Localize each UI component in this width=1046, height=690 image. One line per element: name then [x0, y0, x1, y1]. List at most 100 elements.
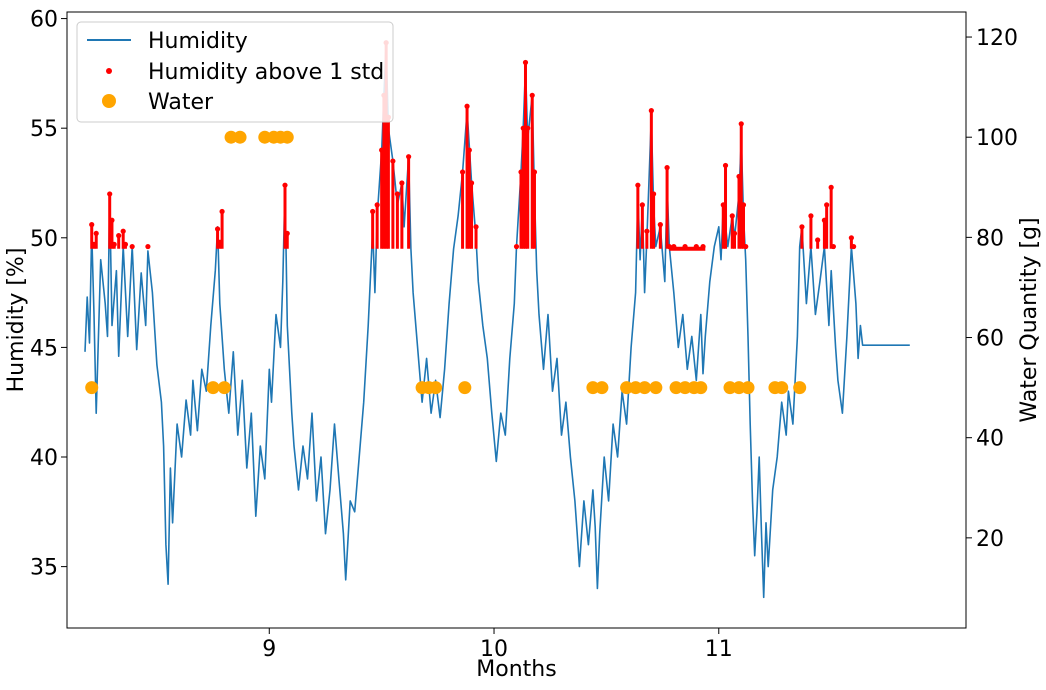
- y-right-tick-label: 20: [976, 527, 1004, 552]
- water-point: [85, 381, 99, 395]
- above-std-point: [109, 217, 115, 223]
- water-point: [458, 381, 472, 395]
- y-axis-right-title: Water Quantity [g]: [1017, 217, 1042, 422]
- water-point: [723, 381, 737, 395]
- above-std-point: [473, 224, 479, 230]
- y-left-tick-label: 40: [30, 446, 58, 471]
- above-std-point: [815, 237, 821, 243]
- above-std-point: [116, 233, 122, 239]
- above-std-point: [468, 180, 475, 186]
- y-left-tick-label: 35: [30, 556, 58, 581]
- legend-label-humidity: Humidity: [148, 29, 248, 54]
- above-std-point: [399, 180, 405, 186]
- above-std-point: [650, 191, 657, 197]
- above-std-point: [284, 230, 290, 237]
- above-std-point: [406, 154, 412, 160]
- above-std-point: [824, 202, 830, 208]
- above-std-point: [657, 222, 663, 228]
- x-tick-label: 9: [262, 637, 276, 662]
- water-point: [732, 381, 746, 395]
- humidity-line: [84, 44, 910, 599]
- above-std-point: [731, 230, 738, 237]
- above-std-point: [214, 226, 221, 232]
- plot-frame: [66, 11, 967, 629]
- y-right-tick-label: 120: [976, 26, 1018, 51]
- above-std-point: [644, 228, 650, 234]
- above-std-point: [664, 165, 670, 171]
- plot-layer: [84, 40, 910, 599]
- water-point: [793, 381, 807, 395]
- above-std-point: [89, 222, 95, 228]
- water-point: [678, 381, 692, 395]
- above-std-point: [129, 243, 135, 250]
- above-std-point: [145, 243, 151, 250]
- legend-box: [76, 21, 394, 123]
- water-point: [629, 381, 643, 395]
- above-std-point: [525, 125, 531, 131]
- above-std-point: [466, 147, 472, 153]
- above-std-point: [93, 230, 99, 237]
- water-point: [741, 381, 755, 395]
- above-std-point: [639, 202, 645, 208]
- above-std-point: [740, 202, 747, 208]
- above-std-point: [219, 208, 225, 215]
- legend: Humidity Humidity above 1 std Water: [76, 21, 394, 123]
- water-point: [224, 130, 238, 144]
- above-std-point: [851, 243, 857, 250]
- water-point: [649, 381, 663, 395]
- y-left-tick-label: 60: [30, 8, 58, 33]
- water-point: [429, 381, 443, 395]
- x-axis-title: Months: [476, 657, 556, 682]
- above-std-point: [799, 224, 805, 230]
- water-point: [258, 130, 272, 144]
- y-left-tick-label: 55: [30, 117, 58, 142]
- water-point: [669, 381, 683, 395]
- above-std-point: [374, 202, 380, 208]
- water-point: [586, 381, 600, 395]
- above-std-point: [848, 235, 854, 241]
- above-std-point: [282, 182, 288, 188]
- above-std-point: [830, 243, 836, 250]
- y-left-tick-label: 45: [30, 336, 58, 361]
- y-right-tick-label: 80: [976, 226, 1004, 251]
- above-std-point: [107, 191, 113, 197]
- x-tick-label: 10: [480, 637, 508, 662]
- above-std-point: [529, 92, 535, 98]
- legend-label-above-std: Humidity above 1 std: [148, 60, 384, 85]
- water-point: [694, 381, 708, 395]
- legend-swatch-above-std: [106, 68, 112, 74]
- above-std-point: [111, 241, 117, 247]
- above-std-point: [635, 182, 641, 188]
- y-left-tick-label: 50: [30, 227, 58, 252]
- above-std-point: [729, 213, 735, 219]
- water-point: [233, 130, 247, 144]
- above-std-point: [122, 241, 129, 247]
- water-point: [595, 381, 609, 395]
- water-point: [775, 381, 789, 395]
- above-std-point: [743, 243, 749, 250]
- x-tick-label: 11: [705, 637, 733, 662]
- y-right-tick-label: 60: [976, 327, 1004, 352]
- above-std-point: [738, 121, 744, 127]
- above-std-point: [394, 191, 400, 197]
- legend-label-water: Water: [148, 90, 214, 115]
- y-axis-left-title: Humidity [%]: [4, 248, 29, 393]
- y-right-tick-label: 100: [976, 126, 1018, 151]
- water-point: [280, 130, 294, 144]
- legend-swatch-water: [102, 94, 116, 108]
- above-std-point: [390, 158, 396, 164]
- water-point: [217, 381, 231, 395]
- above-std-point: [513, 243, 520, 250]
- water-point: [620, 381, 634, 395]
- water-point: [638, 381, 652, 395]
- above-std-point: [722, 162, 729, 169]
- axes-layer: 9 10 11 35 40 45 50 55 60 20 40 60 80 100 120: [30, 8, 1018, 662]
- water-point: [206, 381, 220, 395]
- above-std-point: [464, 103, 470, 109]
- above-std-point: [808, 213, 814, 219]
- above-std-point: [370, 208, 376, 215]
- above-std-point: [120, 228, 126, 234]
- above-std-point: [522, 59, 529, 66]
